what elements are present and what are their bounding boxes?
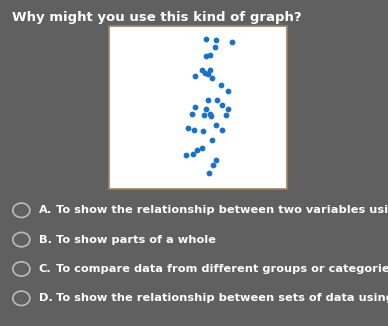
Point xyxy=(209,76,215,81)
Point xyxy=(213,123,219,128)
Point xyxy=(219,103,225,108)
Point xyxy=(203,37,210,42)
Point xyxy=(214,98,220,103)
Text: To compare data from different groups or categories: To compare data from different groups or… xyxy=(52,264,388,274)
FancyBboxPatch shape xyxy=(109,26,287,189)
Text: A.: A. xyxy=(39,205,52,215)
Text: C.: C. xyxy=(39,264,52,274)
Point xyxy=(207,52,213,58)
Point xyxy=(213,38,220,43)
Point xyxy=(211,45,218,50)
Point xyxy=(213,157,219,163)
Point xyxy=(207,67,213,73)
Point xyxy=(229,39,235,44)
Point xyxy=(185,125,191,130)
Point xyxy=(191,127,197,133)
Point xyxy=(223,113,229,118)
Point xyxy=(202,70,208,76)
Point xyxy=(201,113,207,118)
Point xyxy=(205,170,211,175)
Point xyxy=(190,151,196,156)
Point xyxy=(192,74,198,79)
Point xyxy=(199,145,205,150)
Text: B.: B. xyxy=(39,235,52,244)
Point xyxy=(210,163,217,168)
Point xyxy=(200,128,206,134)
Point xyxy=(203,53,209,59)
Point xyxy=(225,88,231,93)
Point xyxy=(209,138,215,143)
Point xyxy=(189,111,195,116)
Point xyxy=(218,82,224,87)
Text: To show parts of a whole: To show parts of a whole xyxy=(52,235,217,244)
Point xyxy=(199,67,206,73)
Text: To show the relationship between two variables using dots: To show the relationship between two var… xyxy=(52,205,388,215)
Text: To show the relationship between sets of data using lines: To show the relationship between sets of… xyxy=(52,293,388,303)
Point xyxy=(205,97,211,103)
Point xyxy=(204,72,211,77)
Text: D.: D. xyxy=(39,293,53,303)
Text: Why might you use this kind of graph?: Why might you use this kind of graph? xyxy=(12,11,301,24)
Point xyxy=(208,113,214,118)
Point xyxy=(225,107,232,112)
Point xyxy=(203,106,209,111)
Point xyxy=(207,111,213,117)
Point xyxy=(183,152,189,157)
Point xyxy=(194,147,201,153)
Point xyxy=(218,127,225,133)
Point xyxy=(192,105,198,110)
